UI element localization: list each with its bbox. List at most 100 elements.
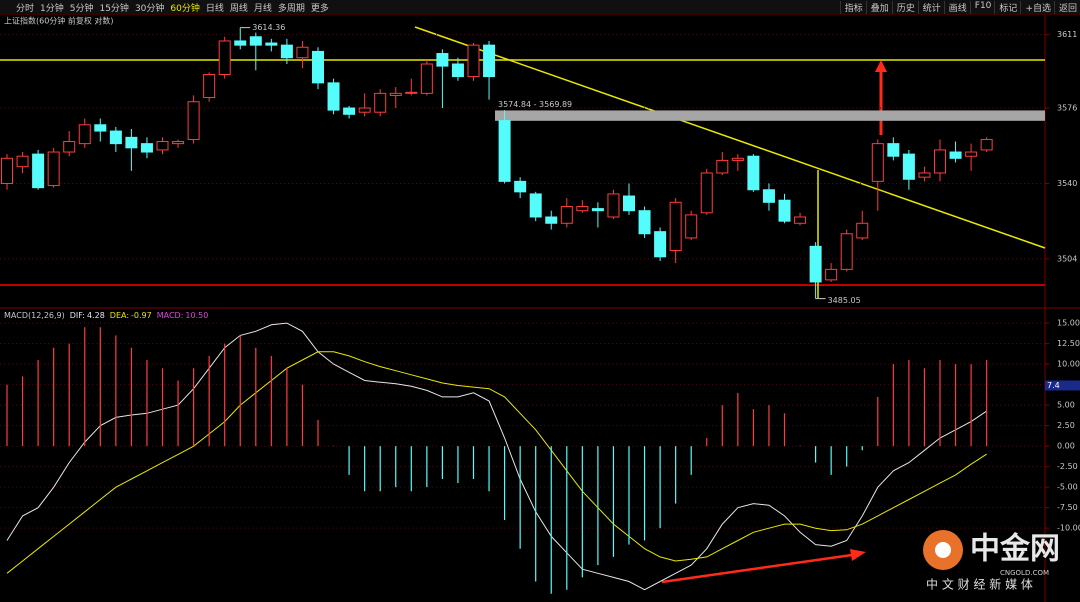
candle-body	[809, 245, 822, 283]
logo-name: 中金网	[970, 532, 1060, 567]
tool-buttons: 指标 叠加 历史 统计 画线 F10 标记 +自选 返回	[839, 0, 1080, 14]
toolbar: 分时 1分钟 5分钟 15分钟 30分钟 60分钟 日线 周线 月线 多周期 更多 指标 叠加 历史 统计…	[0, 0, 1080, 15]
candle-body	[156, 141, 169, 151]
candle-body	[187, 101, 200, 140]
candle-body	[172, 141, 185, 145]
candle-body	[545, 216, 558, 224]
period-tab[interactable]: 更多	[310, 3, 329, 14]
candle-body	[436, 53, 449, 67]
tool-button[interactable]: 画线	[943, 0, 967, 14]
candle-body	[918, 172, 931, 178]
candle-body	[140, 143, 153, 153]
candle-body	[296, 46, 309, 59]
candle-body	[638, 210, 651, 235]
high-label: 3614.36	[252, 23, 285, 32]
candle-body	[47, 151, 60, 187]
period-tab[interactable]: 30分钟	[134, 3, 165, 14]
y-tick-label: -7.50	[1057, 503, 1078, 512]
candle-body	[125, 136, 138, 149]
tool-button[interactable]: 统计	[917, 0, 941, 14]
candle-body	[934, 149, 946, 174]
candle-body	[840, 233, 853, 270]
y-tick-label: 12.50	[1057, 339, 1080, 348]
trend-line	[414, 26, 1046, 249]
tool-button[interactable]: 叠加	[865, 0, 889, 14]
legend-name: MACD:	[157, 311, 184, 320]
candle-body	[389, 92, 402, 96]
candle-body	[623, 195, 635, 212]
cursor-box	[1045, 380, 1080, 391]
y-tick-label: -2.50	[1057, 462, 1078, 471]
indicator-line	[6, 351, 987, 574]
candle-body	[825, 268, 838, 281]
period-tab[interactable]: 周线	[229, 3, 248, 14]
candle-body	[949, 151, 962, 159]
candle-body	[203, 73, 216, 99]
candle-body	[980, 138, 993, 151]
y-tick-label: 3611	[1057, 30, 1077, 39]
legend-value: -0.97	[131, 311, 152, 320]
candle-body	[234, 40, 247, 46]
candle-body	[560, 206, 573, 224]
candle-body	[467, 44, 480, 78]
candle-body	[374, 92, 387, 113]
candle-body	[700, 172, 713, 214]
logo-site: CNGOLD.COM	[1000, 569, 1049, 577]
candle-body	[794, 216, 807, 224]
tool-button[interactable]: 返回	[1053, 0, 1077, 14]
legend-value: 10.50	[185, 311, 208, 320]
y-tick-label: -10.00	[1057, 524, 1080, 533]
candle-body	[358, 107, 371, 113]
candle-body	[249, 36, 262, 46]
legend-name: DIF:	[70, 311, 85, 320]
tool-button[interactable]: F10	[969, 0, 991, 14]
candle-body	[654, 231, 667, 258]
y-tick-label: 10.00	[1057, 360, 1080, 369]
arrow-head	[875, 60, 887, 72]
candle-body	[343, 107, 356, 115]
candle-body	[1, 157, 13, 184]
candle-body	[109, 130, 122, 145]
y-tick-label: 3540	[1057, 179, 1077, 188]
y-tick-label: 3576	[1057, 104, 1077, 113]
y-tick-label: 0.00	[1057, 442, 1075, 451]
legend: MACD(12,26,9) DIF: 4.28 DEA: -0.97 MACD: 10.50	[4, 311, 208, 320]
low-label: 3485.05	[828, 296, 861, 305]
candle-body	[420, 63, 433, 94]
candle-body	[591, 208, 604, 212]
logo-icon	[935, 542, 951, 558]
candle-body	[902, 153, 915, 180]
period-tab[interactable]: 60分钟	[170, 3, 200, 14]
indicator-title: MACD(12,26,9)	[4, 311, 65, 320]
tool-button[interactable]: 标记	[994, 0, 1017, 14]
y-tick-label: -5.00	[1057, 483, 1078, 492]
zone-label: 3574.84 - 3569.89	[498, 100, 572, 109]
chart-title: 上证指数(60分钟 前复权 对数)	[4, 16, 114, 26]
candle-body	[762, 189, 775, 203]
candle-body	[607, 193, 620, 218]
candle-body	[716, 159, 729, 174]
candle-body	[327, 82, 340, 111]
period-tab[interactable]: 月线	[253, 3, 272, 14]
period-tab[interactable]: 多周期	[277, 3, 305, 14]
candle-body	[871, 143, 884, 182]
logo-slogan: 中 文 财 经 新 媒 体	[926, 577, 1033, 592]
price-zone	[495, 110, 1045, 121]
candle-body	[856, 222, 869, 239]
y-tick-label: 3504	[1057, 254, 1077, 263]
tool-button[interactable]: +自选	[1020, 0, 1051, 14]
legend-name: DEA:	[110, 311, 129, 320]
period-tab[interactable]: 分时	[16, 3, 35, 14]
legend-value: 4.28	[87, 311, 105, 320]
period-tab[interactable]: 1分钟	[40, 3, 64, 14]
period-tab[interactable]: 5分钟	[69, 3, 94, 14]
period-tab[interactable]: 日线	[205, 3, 224, 14]
tool-button[interactable]: 指标	[839, 0, 863, 14]
y-tick-label: 2.50	[1057, 421, 1075, 430]
period-tab[interactable]: 15分钟	[99, 3, 129, 14]
candle-body	[451, 63, 464, 78]
cursor-label: 7.4	[1047, 381, 1060, 390]
tool-button[interactable]: 历史	[891, 0, 915, 14]
